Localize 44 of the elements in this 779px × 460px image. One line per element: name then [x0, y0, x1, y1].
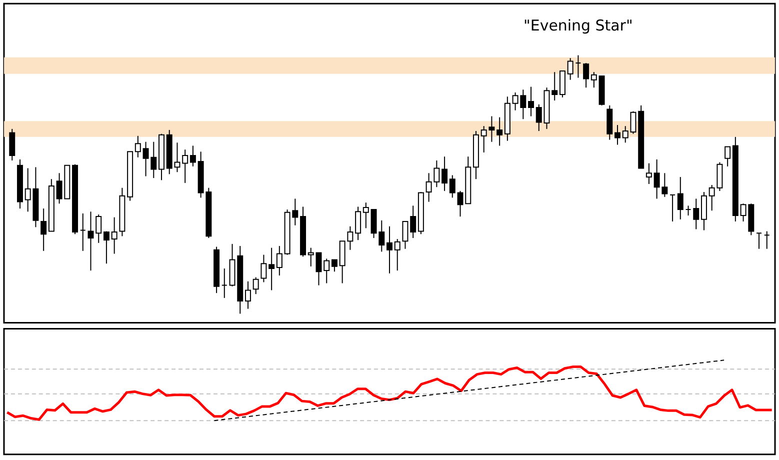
candlestick: [80, 212, 86, 252]
candlestick: [677, 176, 684, 220]
candlestick: [496, 116, 503, 146]
candlestick: [182, 149, 188, 184]
candlestick: [88, 211, 94, 272]
candlestick: [252, 276, 259, 295]
candlestick: [103, 230, 110, 264]
candlestick: [567, 58, 574, 80]
candlestick: [442, 156, 448, 192]
candlestick: [670, 194, 676, 222]
candlestick: [355, 206, 362, 241]
candlestick: [583, 62, 590, 88]
candlestick: [9, 128, 16, 161]
candlestick: [646, 162, 652, 184]
candlestick: [260, 254, 267, 283]
text: "Evening Star": [524, 16, 633, 34]
candlestick: [575, 54, 582, 78]
candlestick: [190, 145, 196, 167]
candlestick: [685, 205, 692, 216]
candlestick: [764, 230, 770, 250]
candlestick: [528, 86, 534, 117]
candlestick: [402, 220, 408, 250]
candlestick: [590, 72, 597, 88]
candlestick: [40, 208, 47, 252]
candlestick: [221, 268, 228, 298]
candlestick: [244, 280, 251, 310]
candlestick: [614, 124, 620, 146]
candlestick: [386, 226, 392, 274]
candlestick: [96, 214, 102, 244]
candlestick: [362, 202, 369, 229]
candlestick: [724, 146, 731, 167]
candlestick: [410, 205, 416, 238]
candlestick: [449, 174, 456, 198]
candlestick: [331, 259, 338, 272]
candlestick: [700, 191, 707, 231]
candlestick: [394, 238, 400, 272]
candlestick: [324, 258, 330, 284]
candlestick: [268, 247, 275, 291]
candlestick: [559, 70, 566, 98]
candlestick: [693, 198, 700, 230]
candlestick: [552, 72, 558, 101]
candlestick: [276, 246, 282, 276]
candlestick: [134, 135, 141, 158]
candlestick: [756, 232, 762, 250]
